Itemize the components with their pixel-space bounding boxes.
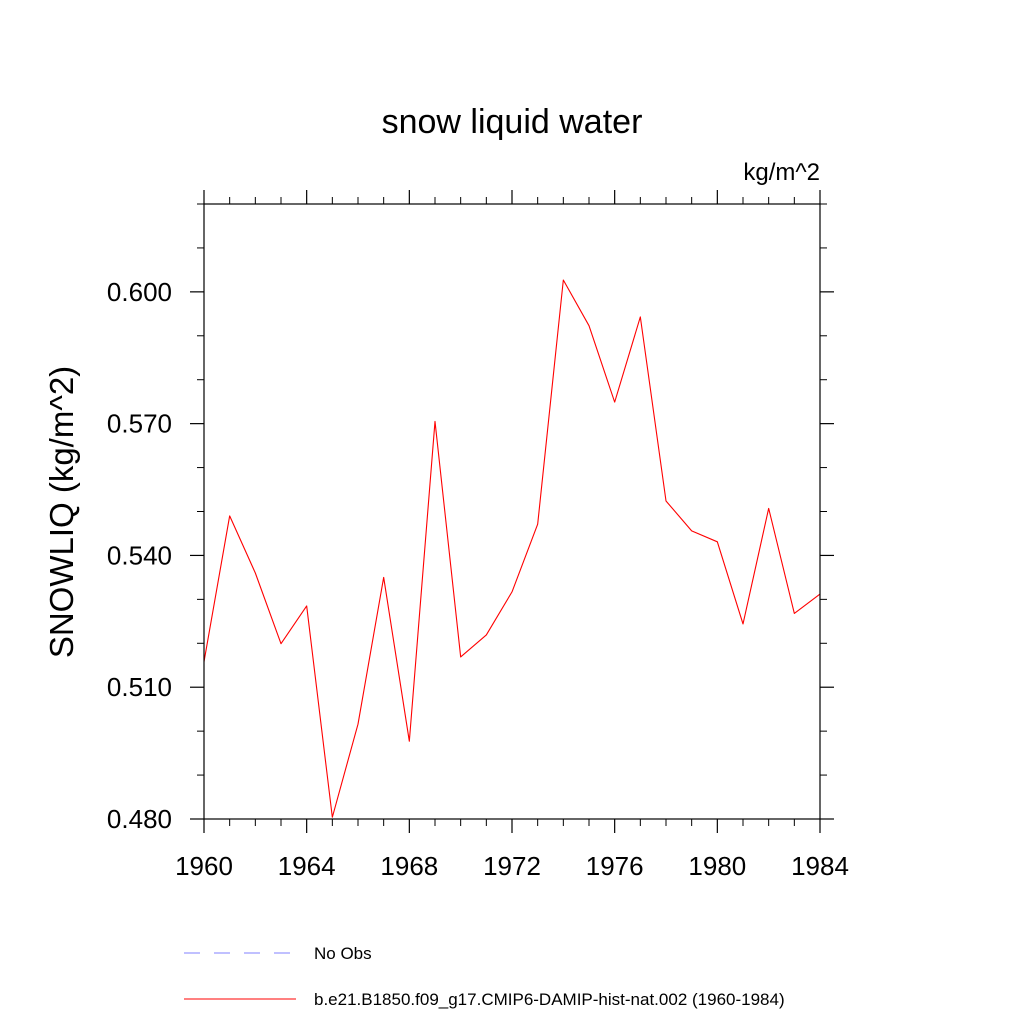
y-tick-label: 0.600 xyxy=(107,277,172,307)
chart-title: snow liquid water xyxy=(382,103,643,141)
x-tick-label: 1968 xyxy=(380,851,438,881)
y-tick-label: 0.510 xyxy=(107,672,172,702)
legend-label-no-obs: No Obs xyxy=(314,944,372,963)
legend: No Obs b.e21.B1850.f09_g17.CMIP6-DAMIP-h… xyxy=(184,944,785,1009)
y-tick-label: 0.540 xyxy=(107,540,172,570)
x-tick-label: 1980 xyxy=(688,851,746,881)
y-tick-label: 0.570 xyxy=(107,409,172,439)
series-line xyxy=(203,279,821,818)
x-tick-label: 1976 xyxy=(586,851,644,881)
axis-ticks: 1960 1964 1968 1972 1976 1980 1984 0.480 0.510 0.… xyxy=(107,190,849,881)
x-tick-label: 1960 xyxy=(175,851,233,881)
series-layer xyxy=(203,279,821,818)
units-label: kg/m^2 xyxy=(743,159,820,186)
legend-label-model: b.e21.B1850.f09_g17.CMIP6-DAMIP-hist-nat… xyxy=(314,990,785,1009)
plot-frame xyxy=(203,203,821,820)
x-tick-label: 1984 xyxy=(791,851,849,881)
x-tick-label: 1972 xyxy=(483,851,541,881)
y-axis-label: SNOWLIQ (kg/m^2) xyxy=(43,366,80,658)
y-tick-label: 0.480 xyxy=(107,804,172,834)
x-tick-label: 1964 xyxy=(278,851,336,881)
